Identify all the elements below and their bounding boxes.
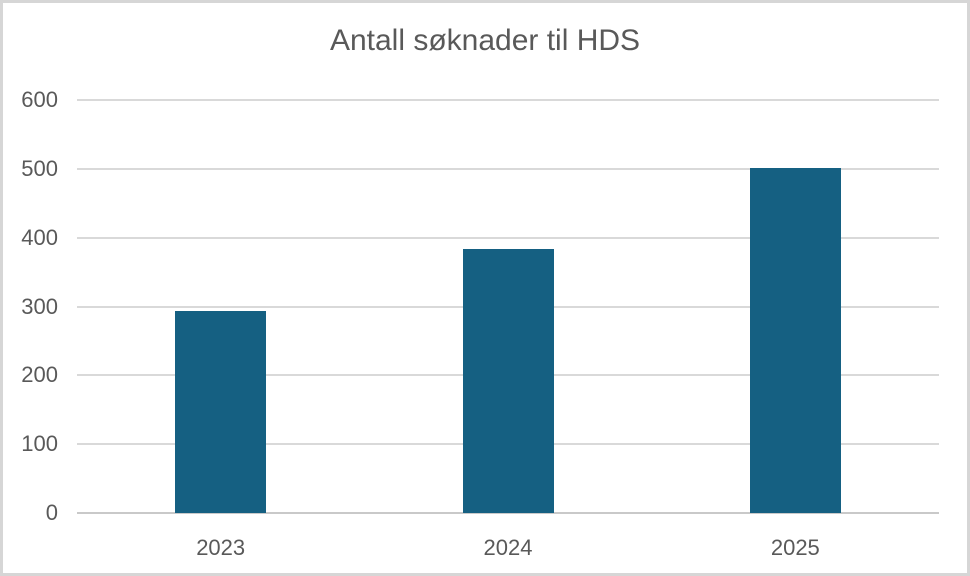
y-tick-label-100: 100 (21, 431, 58, 457)
y-tick-label-600: 600 (21, 87, 58, 112)
gridline-y600 (77, 99, 939, 101)
bar-2024 (462, 249, 554, 513)
x-tick-label-2025: 2025 (770, 535, 820, 560)
x-axis-line (77, 512, 939, 514)
bar-2023 (175, 311, 267, 513)
y-tick-label-400: 400 (21, 224, 58, 250)
chart-title: Antall søknader til HDS (329, 24, 641, 57)
bar-2025 (749, 168, 841, 513)
y-tick-label-0: 0 (45, 500, 58, 525)
gridline-y500 (77, 167, 939, 170)
y-tick-label-300: 300 (21, 293, 58, 319)
gridline-y400 (77, 236, 939, 239)
x-tick-label-2023: 2023 (196, 535, 246, 560)
x-tick-label-2024: 2024 (483, 535, 533, 560)
y-tick-label-500: 500 (21, 155, 58, 181)
y-tick-label-200: 200 (21, 362, 58, 388)
